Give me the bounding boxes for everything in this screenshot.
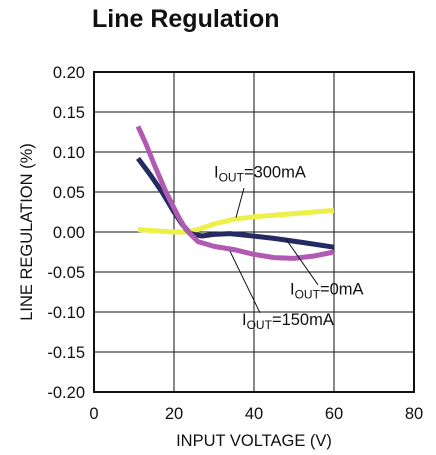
series-annotations: IOUT=300mA IOUT=0mA IOUT=150mA (214, 164, 364, 332)
x-axis-label: INPUT VOLTAGE (V) (176, 432, 332, 450)
y-tick-label: -0.10 (47, 304, 85, 322)
x-tick-label: 0 (89, 405, 98, 423)
y-axis-label: LINE REGULATION (%) (18, 143, 36, 321)
series-lines (135, 125, 335, 261)
annotation-leader-line (285, 238, 319, 286)
chart-title: Line Regulation (92, 5, 280, 33)
y-tick-label: -0.05 (47, 264, 85, 282)
x-tick-label: 40 (245, 405, 263, 423)
y-tick-label: -0.20 (47, 384, 85, 402)
x-tick-label: 80 (405, 405, 423, 423)
y-tick-label: 0.15 (53, 104, 85, 122)
series-label-iout-0ma: IOUT=0mA (290, 280, 364, 301)
y-tick-labels: 0.20 0.15 0.10 0.05 0.00 -0.05 -0.10 -0.15 -0.20 (47, 64, 85, 402)
x-tick-label: 60 (325, 405, 343, 423)
series-label-iout-300ma: IOUT=300mA (214, 164, 306, 185)
series-label-iout-150ma: IOUT=150mA (242, 311, 334, 332)
y-tick-label: -0.15 (47, 344, 85, 362)
series-line-iout-150ma (135, 125, 335, 261)
annotation-leader-line (235, 187, 245, 218)
x-tick-labels: 0 20 40 60 80 (89, 405, 423, 423)
plot-frame (93, 71, 415, 393)
annotation-leaders (229, 187, 319, 314)
y-tick-label: 0.05 (53, 184, 85, 202)
x-tick-label: 20 (165, 405, 183, 423)
annotation-leader-line (229, 250, 261, 314)
series-line-iout-0ma (136, 156, 335, 250)
y-tick-label: 0.20 (53, 64, 85, 82)
y-tick-label: 0.00 (53, 224, 85, 242)
y-tick-label: 0.10 (53, 144, 85, 162)
series-line-iout-300ma (137, 207, 335, 235)
